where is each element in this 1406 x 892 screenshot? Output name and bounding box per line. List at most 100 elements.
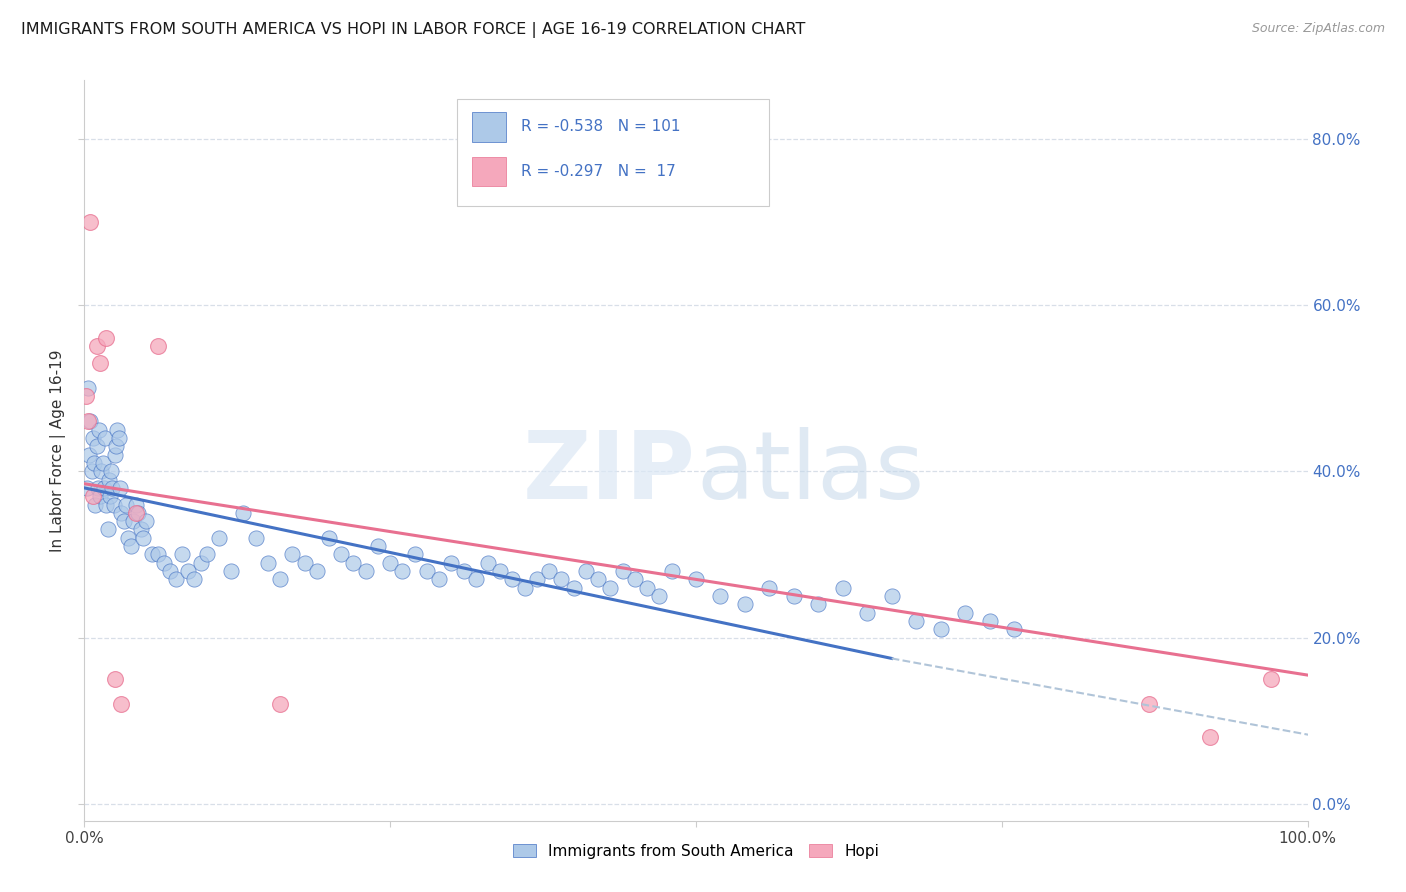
- Point: [96, 498, 118, 512]
- Point: [219, 564, 242, 578]
- Text: IMMIGRANTS FROM SOUTH AMERICA VS HOPI IN LABOR FORCE | AGE 16-19 CORRELATION CHA: IMMIGRANTS FROM SOUTH AMERICA VS HOPI IN…: [21, 22, 806, 38]
- Point: [404, 548, 426, 562]
- Y-axis label: In Labor Force | Age 16-19: In Labor Force | Age 16-19: [49, 349, 66, 552]
- Point: [80, 464, 103, 478]
- Point: [342, 556, 364, 570]
- Text: ZIP: ZIP: [523, 426, 696, 518]
- Point: [391, 564, 413, 578]
- Point: [636, 581, 658, 595]
- Point: [269, 697, 291, 711]
- Point: [132, 531, 155, 545]
- Point: [953, 606, 976, 620]
- Point: [125, 498, 148, 512]
- Point: [831, 581, 853, 595]
- Point: [77, 448, 100, 462]
- Point: [624, 573, 647, 587]
- Point: [105, 423, 128, 437]
- Point: [87, 481, 110, 495]
- Point: [97, 523, 120, 537]
- Point: [172, 548, 194, 562]
- Point: [94, 431, 117, 445]
- Point: [96, 331, 118, 345]
- Point: [115, 498, 138, 512]
- FancyBboxPatch shape: [472, 156, 506, 186]
- Point: [75, 389, 97, 403]
- Point: [1002, 623, 1025, 637]
- Point: [427, 573, 450, 587]
- Point: [453, 564, 475, 578]
- Point: [586, 573, 609, 587]
- Point: [89, 489, 111, 503]
- Point: [77, 414, 100, 428]
- Point: [661, 564, 683, 578]
- Point: [177, 564, 200, 578]
- Point: [562, 581, 585, 595]
- Point: [104, 672, 127, 686]
- Point: [513, 581, 536, 595]
- Point: [477, 556, 499, 570]
- Point: [83, 456, 105, 470]
- Point: [526, 573, 548, 587]
- Point: [1137, 697, 1160, 711]
- Point: [575, 564, 598, 578]
- Point: [758, 581, 780, 595]
- Point: [153, 556, 176, 570]
- Point: [416, 564, 439, 578]
- Point: [183, 573, 205, 587]
- Point: [82, 489, 104, 503]
- Point: [135, 514, 157, 528]
- Point: [538, 564, 561, 578]
- Point: [122, 514, 145, 528]
- Point: [87, 423, 110, 437]
- Point: [232, 506, 254, 520]
- Point: [294, 556, 316, 570]
- Point: [709, 589, 731, 603]
- Point: [367, 539, 389, 553]
- Point: [354, 564, 377, 578]
- Point: [165, 573, 187, 587]
- Point: [79, 215, 101, 229]
- Point: [104, 448, 127, 462]
- Point: [107, 431, 129, 445]
- Point: [103, 498, 125, 512]
- Point: [146, 339, 169, 353]
- Point: [612, 564, 634, 578]
- Point: [305, 564, 328, 578]
- Point: [257, 556, 280, 570]
- Point: [281, 548, 304, 562]
- Point: [464, 573, 486, 587]
- Point: [905, 614, 928, 628]
- Point: [380, 556, 402, 570]
- Point: [489, 564, 512, 578]
- Point: [86, 339, 108, 353]
- Point: [105, 439, 128, 453]
- Point: [550, 573, 572, 587]
- Point: [245, 531, 267, 545]
- Point: [108, 481, 131, 495]
- Point: [783, 589, 806, 603]
- Point: [146, 548, 169, 562]
- Point: [86, 439, 108, 453]
- Text: R = -0.297   N =  17: R = -0.297 N = 17: [522, 164, 676, 178]
- Point: [734, 598, 756, 612]
- Point: [208, 531, 231, 545]
- Point: [269, 573, 291, 587]
- Point: [100, 464, 122, 478]
- Point: [685, 573, 707, 587]
- Point: [125, 506, 148, 520]
- FancyBboxPatch shape: [457, 99, 769, 206]
- Point: [440, 556, 463, 570]
- Point: [110, 697, 132, 711]
- Text: atlas: atlas: [696, 426, 924, 518]
- Point: [318, 531, 340, 545]
- Point: [77, 381, 100, 395]
- Point: [98, 489, 121, 503]
- Point: [856, 606, 879, 620]
- Point: [599, 581, 621, 595]
- Point: [91, 456, 114, 470]
- Point: [141, 548, 163, 562]
- Point: [929, 623, 952, 637]
- Point: [330, 548, 353, 562]
- Point: [89, 356, 111, 370]
- Point: [502, 573, 524, 587]
